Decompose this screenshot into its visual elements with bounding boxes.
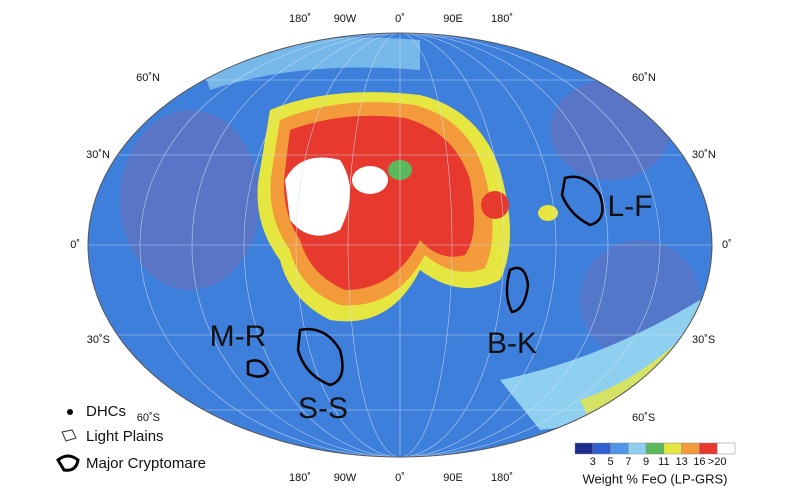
latitude-label: 0˚ (70, 239, 80, 251)
legend (56, 409, 80, 472)
colorbar-title: Weight % FeO (LP-GRS) (583, 471, 728, 486)
longitude-label: 180˚ (289, 472, 311, 484)
colorbar-label: >20 (708, 456, 727, 468)
colorbar-label: 3 (590, 456, 596, 468)
legend-cryptomare (56, 454, 80, 472)
colorbar-label: 16 (693, 456, 705, 468)
legend-label: Light Plains (86, 428, 164, 445)
colorbar-swatch (592, 442, 611, 455)
longitude-label: 90E (443, 472, 463, 484)
latitude-label: 30˚N (692, 149, 716, 161)
latitude-label: 60˚N (136, 72, 160, 84)
region-label: L-F (608, 190, 653, 223)
latitude-label: 30˚N (86, 149, 110, 161)
legend-label: Major Cryptomare (86, 455, 206, 472)
latitude-label: 0˚ (722, 239, 732, 251)
latitude-label: 60˚S (632, 412, 655, 424)
region-label: B-K (487, 327, 537, 360)
latitude-label: 60˚S (137, 412, 160, 424)
colorbar-swatch (628, 442, 647, 455)
latitude-label: 30˚S (87, 334, 110, 346)
legend-plains (61, 429, 77, 442)
colorbar-label: 5 (607, 456, 613, 468)
colorbar-label: 13 (676, 456, 688, 468)
colorbar-swatch (574, 442, 594, 455)
colorbar-label: 11 (658, 456, 669, 468)
cryptomare-outlines (246, 175, 604, 387)
longitude-label: 0˚ (395, 13, 405, 25)
legend-label: DHCs (86, 403, 126, 420)
region-label: S-S (298, 392, 348, 425)
latitude-label: 30˚S (692, 334, 715, 346)
longitude-label: 180˚ (491, 472, 513, 484)
colorbar-label: 7 (625, 456, 631, 468)
colorbar-swatch (716, 442, 736, 455)
longitude-label: 90W (334, 13, 357, 25)
longitude-label: 180˚ (289, 13, 311, 25)
colorbar-swatch (681, 442, 700, 455)
colorbar-swatch (699, 442, 718, 455)
region-label: M-R (210, 320, 267, 353)
longitude-label: 90E (443, 13, 463, 25)
legend-dot (67, 409, 73, 415)
colorbar-swatch (610, 442, 629, 455)
latitude-label: 60˚N (632, 72, 656, 84)
longitude-label: 180˚ (491, 13, 513, 25)
colorbar-label: 9 (643, 456, 649, 468)
colorbar-swatch (645, 442, 665, 455)
globe-outline (87, 32, 713, 458)
colorbar-swatch (663, 442, 682, 455)
longitude-label: 0˚ (395, 472, 405, 484)
longitude-label: 90W (334, 472, 357, 484)
